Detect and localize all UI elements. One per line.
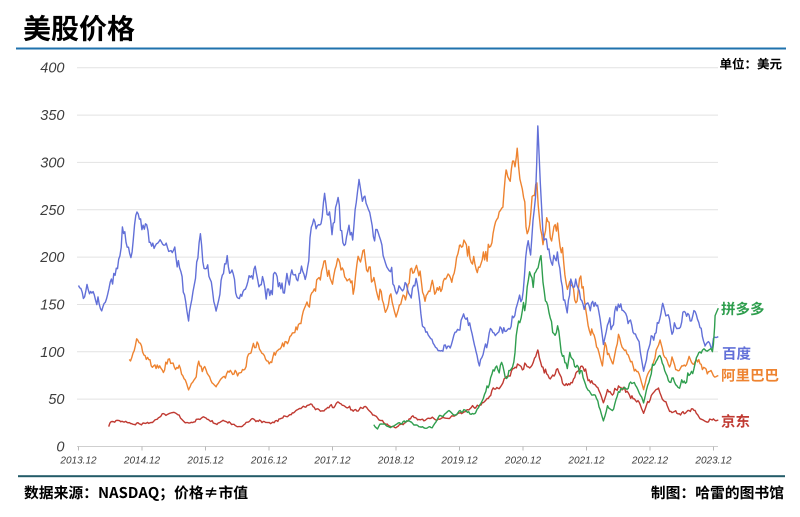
svg-text:200: 200 [39,250,64,266]
svg-text:2020.12: 2020.12 [504,456,542,467]
svg-text:2017.12: 2017.12 [313,456,351,467]
svg-text:2023.12: 2023.12 [694,456,732,467]
svg-text:350: 350 [40,108,64,124]
svg-text:400: 400 [40,61,64,77]
svg-text:150: 150 [40,298,64,314]
svg-text:2022.12: 2022.12 [631,456,669,467]
svg-text:2019.12: 2019.12 [440,456,478,467]
svg-text:50: 50 [48,392,64,408]
svg-text:100: 100 [40,345,64,361]
svg-text:2018.12: 2018.12 [377,456,415,467]
svg-text:2013.12: 2013.12 [59,456,97,467]
svg-text:2021.12: 2021.12 [567,456,605,467]
svg-text:2015.12: 2015.12 [186,456,224,467]
svg-text:300: 300 [40,155,64,171]
svg-text:2016.12: 2016.12 [250,456,288,467]
svg-text:0: 0 [56,440,64,456]
svg-text:2014.12: 2014.12 [123,456,161,467]
svg-text:250: 250 [39,203,64,219]
